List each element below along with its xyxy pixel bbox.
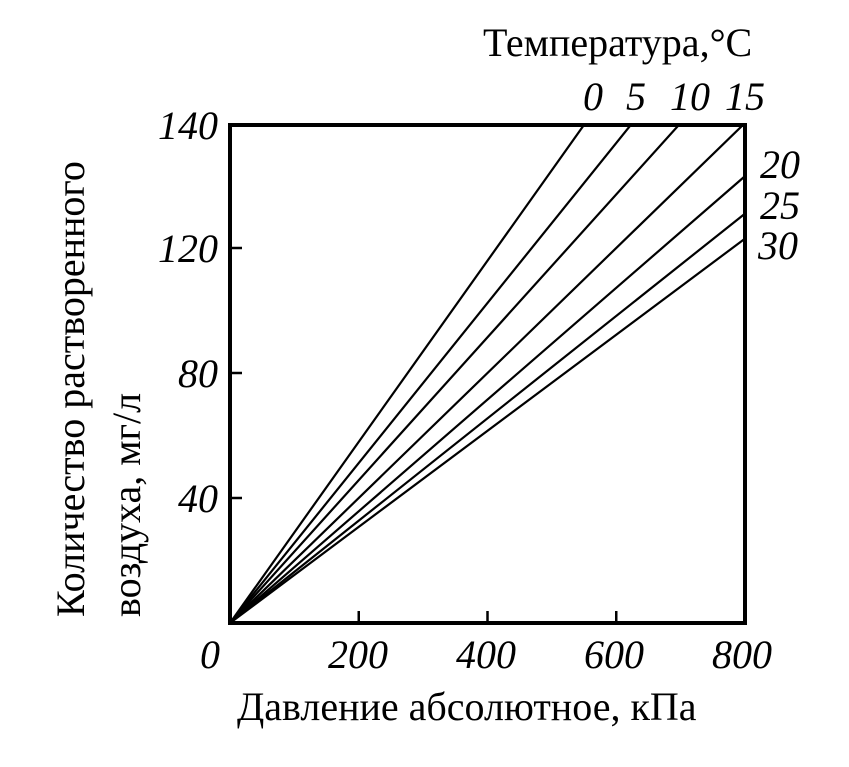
y-axis-label-line1: Количество растворенного — [48, 161, 93, 617]
x-tick-label-600: 600 — [584, 632, 644, 677]
x-tick-labels: 0 200 400 600 800 — [200, 632, 772, 677]
series-lines — [229, 124, 746, 624]
x-tick-marks — [357, 611, 618, 623]
series-line-5 — [229, 124, 632, 624]
x-axis-label: Давление абсолютное, кПа — [237, 684, 697, 729]
series-line-25 — [229, 212, 746, 624]
y-tick-labels: 40 80 120 140 — [158, 103, 218, 521]
y-tick-label-140: 140 — [158, 103, 218, 148]
series-line-20 — [229, 175, 746, 624]
series-line-30 — [229, 237, 746, 624]
x-tick-label-0: 0 — [200, 632, 220, 677]
y-axis-label-line2: воздуха, мг/л — [104, 393, 149, 617]
legend-title: Температура,°С — [483, 20, 752, 65]
series-label-15: 15 — [725, 74, 765, 119]
x-tick-label-800: 800 — [712, 632, 772, 677]
y-tick-label-120: 120 — [158, 226, 218, 271]
series-line-15 — [229, 124, 744, 624]
y-tick-marks — [230, 246, 242, 500]
series-label-25: 25 — [760, 183, 800, 228]
series-label-10: 10 — [670, 74, 710, 119]
series-line-0 — [229, 124, 585, 624]
series-label-30: 30 — [757, 223, 798, 268]
x-tick-label-200: 200 — [328, 632, 388, 677]
series-label-20: 20 — [760, 142, 800, 187]
series-label-0: 0 — [583, 74, 603, 119]
series-label-5: 5 — [626, 74, 646, 119]
series-line-10 — [229, 124, 680, 624]
x-tick-label-400: 400 — [456, 632, 516, 677]
y-tick-label-80: 80 — [178, 351, 218, 396]
y-tick-label-40: 40 — [178, 476, 218, 521]
